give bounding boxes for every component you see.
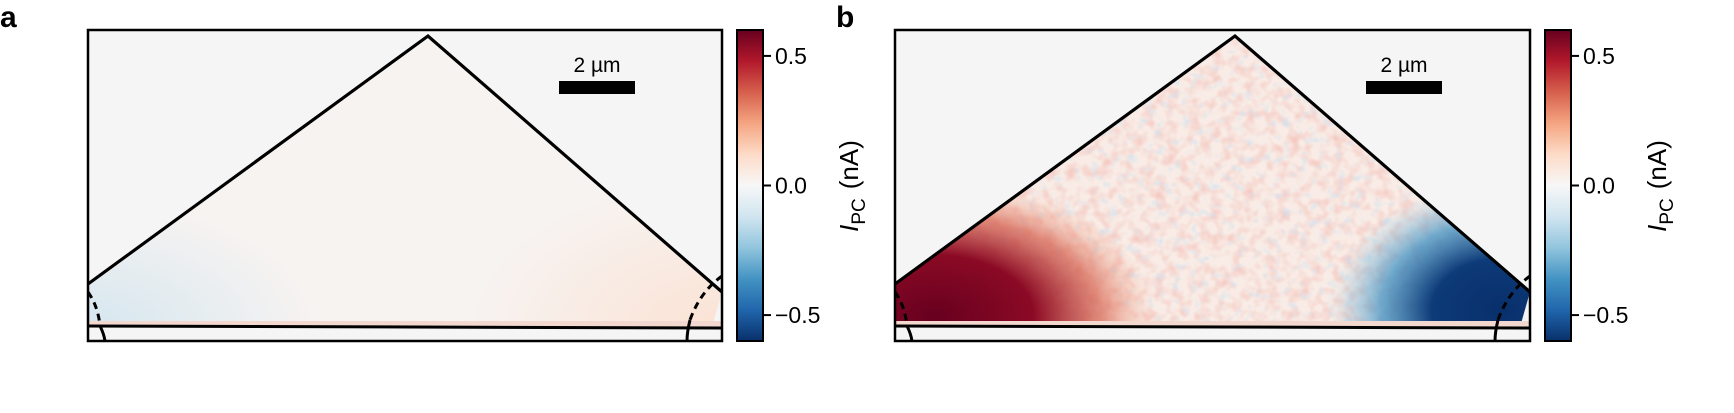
panel-b-colorbar: 0.5 0.0 −0.5 IPC (nA) [1544, 29, 1678, 342]
panel-b-right-contact-dashed [1496, 274, 1531, 321]
panel-a-colorbar-tick-label: −0.5 [775, 302, 820, 328]
panel-a-colorbar-gradient [737, 30, 763, 341]
panel-b-left-contact-dashed [893, 291, 909, 327]
panel-a-left-contact-dashed [86, 291, 102, 327]
panel-a-frame [86, 28, 724, 343]
panel-a-colorbar-subscript: PC [849, 198, 870, 224]
panel-a: a 2 µm 0.5 0.0 −0.5 [0, 1, 870, 343]
panel-b: b 2 µm 0.50.0−0.5 IPC(nA) [836, 1, 1678, 343]
panel-b-colorbar-subscript: PC [1657, 198, 1678, 224]
panel-a-flake-edge [87, 33, 724, 294]
panel-b-map: 2 µm [893, 28, 1532, 343]
panel-b-colorbar-ticks: 0.5 0.0 −0.5 [1571, 43, 1628, 328]
panel-a-colorbar: 0.5 0.0 −0.5 IPC (nA) [736, 29, 870, 342]
panel-a-colorbar-unit: (nA) [834, 140, 864, 189]
panel-a-colorbar-tick-label: 0.5 [775, 43, 807, 69]
panel-b-colorbar-gradient [1545, 30, 1571, 341]
panel-a-map: 2 µm [86, 28, 724, 343]
panel-a-letter: a [0, 1, 17, 34]
panel-b-colorbar-tick-label: −0.5 [1583, 302, 1628, 328]
panel-b-scale-label: 2 µm [1380, 54, 1427, 77]
panel-a-colorbar-symbol: I [834, 225, 864, 232]
panel-a-flake-bottom-edge [87, 324, 723, 330]
panel-b-flake-edge [894, 33, 1532, 294]
panel-a-scale-label: 2 µm [573, 54, 620, 77]
panel-a-colorbar-tick-label: 0.0 [775, 173, 807, 199]
panel-b-colorbar-tick-label: 0.0 [1583, 173, 1615, 199]
panel-a-colorbar-ticks: 0.5 0.0 −0.5 [763, 43, 820, 328]
panel-a-scale-bar [559, 81, 635, 94]
panel-a-right-contact [685, 319, 692, 342]
panel-b-scale-bar [1366, 81, 1442, 94]
panel-b-flake-bottom-edge [894, 324, 1531, 330]
panel-a-right-contact-dashed [688, 274, 723, 321]
panel-b-colorbar-symbol: I [1642, 225, 1672, 232]
panel-b-right-contact [1493, 319, 1500, 342]
panel-b-colorbar-unit: (nA) [1642, 140, 1672, 189]
panel-b-letter: b [836, 1, 854, 34]
panel-a-colorbar-title: IPC (nA) [834, 140, 870, 232]
panel-b-colorbar-tick-label: 0.5 [1583, 43, 1615, 69]
panel-b-frame [893, 28, 1532, 343]
panel-b-colorbar-title: IPC (nA) [1642, 140, 1678, 232]
